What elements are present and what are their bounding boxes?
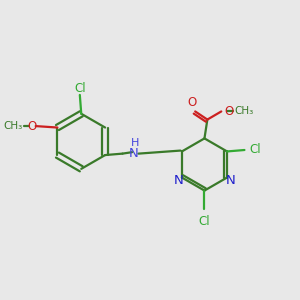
Text: CH₃: CH₃ <box>234 106 254 116</box>
Text: Cl: Cl <box>74 82 85 95</box>
Text: O: O <box>188 96 197 109</box>
Text: N: N <box>173 174 183 187</box>
Text: Cl: Cl <box>199 215 210 228</box>
Text: H: H <box>131 138 140 148</box>
Text: O: O <box>28 120 37 133</box>
Text: N: N <box>226 174 236 187</box>
Text: N: N <box>128 147 138 160</box>
Text: Cl: Cl <box>249 143 261 157</box>
Text: O: O <box>224 105 233 118</box>
Text: CH₃: CH₃ <box>3 121 22 131</box>
